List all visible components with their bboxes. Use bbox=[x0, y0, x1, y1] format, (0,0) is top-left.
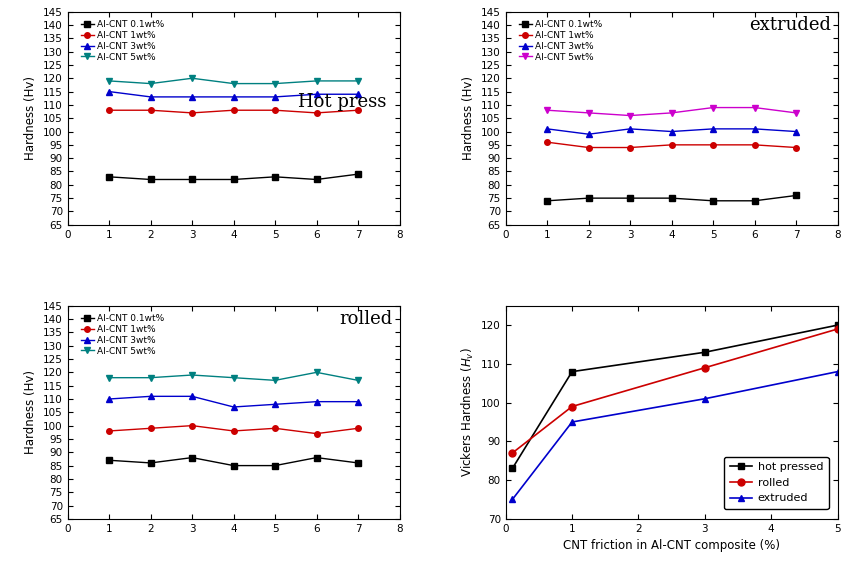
Y-axis label: Hardness (Hv): Hardness (Hv) bbox=[25, 76, 37, 160]
Text: extruded: extruded bbox=[749, 16, 831, 34]
Text: Hot press: Hot press bbox=[298, 93, 387, 111]
Legend: Al-CNT 0.1wt%, Al-CNT 1wt%, Al-CNT 3wt%, Al-CNT 5wt%: Al-CNT 0.1wt%, Al-CNT 1wt%, Al-CNT 3wt%,… bbox=[79, 18, 166, 64]
Y-axis label: Vickers Hardness ($H_v$): Vickers Hardness ($H_v$) bbox=[459, 347, 475, 477]
X-axis label: CNT friction in Al-CNT composite (%): CNT friction in Al-CNT composite (%) bbox=[563, 539, 780, 552]
Legend: Al-CNT 0.1wt%, Al-CNT 1wt%, Al-CNT 3wt%, Al-CNT 5wt%: Al-CNT 0.1wt%, Al-CNT 1wt%, Al-CNT 3wt%,… bbox=[517, 18, 604, 64]
Text: rolled: rolled bbox=[339, 310, 393, 328]
Legend: hot pressed, rolled, extruded: hot pressed, rolled, extruded bbox=[724, 457, 829, 509]
Y-axis label: Hardness (Hv): Hardness (Hv) bbox=[463, 76, 475, 160]
Y-axis label: Hardness (Hv): Hardness (Hv) bbox=[25, 370, 37, 454]
Legend: Al-CNT 0.1wt%, Al-CNT 1wt%, Al-CNT 3wt%, Al-CNT 5wt%: Al-CNT 0.1wt%, Al-CNT 1wt%, Al-CNT 3wt%,… bbox=[79, 312, 166, 357]
